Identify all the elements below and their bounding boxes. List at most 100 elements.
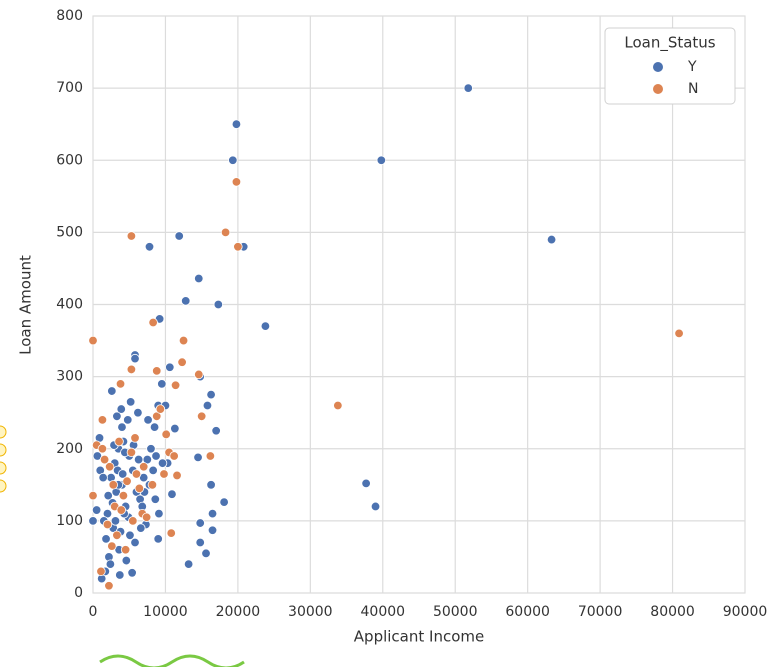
point [114,436,124,447]
y-tick-label: 200 [56,441,83,457]
point [115,570,125,580]
point [130,433,140,443]
x-tick-label: 30000 [288,604,333,620]
y-tick-label: 700 [56,80,83,96]
y-tick-label: 300 [56,369,83,385]
point [112,530,122,541]
x-tick-label: 40000 [361,604,406,620]
y-axis-label: Loan Amount [17,255,35,355]
point [159,469,169,479]
legend: Loan_Status YN [604,27,736,105]
x-tick-label: 20000 [216,604,261,620]
y-tick-label: 600 [56,152,83,168]
point [104,462,115,472]
point [167,489,177,499]
x-tick-label: 70000 [578,604,623,620]
point [128,516,138,526]
point [149,422,160,432]
x-tick-label: 90000 [723,604,768,620]
point [103,490,113,501]
point [136,523,146,533]
point [88,490,98,501]
x-tick-label: 0 [89,604,98,620]
point [183,559,194,569]
point [157,379,167,389]
point [194,273,204,284]
y-tick-label: 100 [56,513,83,529]
point [91,505,102,515]
point [153,534,163,544]
point [88,335,98,346]
point [101,534,111,544]
point [126,231,137,241]
point [177,357,187,367]
point [97,444,108,454]
point [205,451,216,461]
point [141,512,152,522]
point [166,528,176,538]
legend-marker [653,62,663,72]
point [155,404,166,414]
point [126,447,137,458]
point [170,423,180,434]
point [207,525,218,535]
point [211,426,221,436]
legend-label: N [688,81,698,97]
point [206,389,216,400]
point [165,362,175,372]
point [88,516,98,526]
point [118,490,129,501]
point [220,227,231,238]
point [144,242,155,252]
point [121,555,132,566]
point [376,155,387,165]
y-tick-label: 500 [56,224,83,240]
point [133,407,143,418]
point [102,519,113,530]
x-tick-label: 80000 [650,604,695,620]
point [213,299,224,310]
legend-marker [653,84,663,94]
point [147,480,158,490]
point [152,366,162,376]
point [116,505,126,515]
x-tick-label: 10000 [143,604,188,620]
point [112,411,122,421]
point [107,541,117,551]
point [161,429,171,440]
point [178,335,189,346]
point [150,494,161,504]
point [181,296,191,306]
point [115,379,126,389]
point [122,476,132,486]
point [110,516,121,526]
point [108,480,118,490]
point [195,518,205,528]
point [207,508,218,519]
point [233,242,243,252]
point [546,234,557,245]
point [126,364,137,375]
point [130,353,140,364]
point [170,380,181,390]
point [116,404,126,414]
point [96,566,106,577]
point [154,508,164,519]
point [361,478,371,489]
point [228,155,238,165]
point [120,545,131,555]
point [260,321,271,331]
point [125,397,136,407]
x-tick-label: 50000 [433,604,478,620]
point [196,411,207,421]
point [194,369,204,380]
point [139,462,149,472]
point [172,470,182,481]
point [201,548,211,559]
legend-box [604,27,736,105]
point [463,83,473,93]
y-tick-label: 800 [56,8,83,24]
point [193,452,203,463]
point [146,444,156,454]
point [174,231,184,241]
